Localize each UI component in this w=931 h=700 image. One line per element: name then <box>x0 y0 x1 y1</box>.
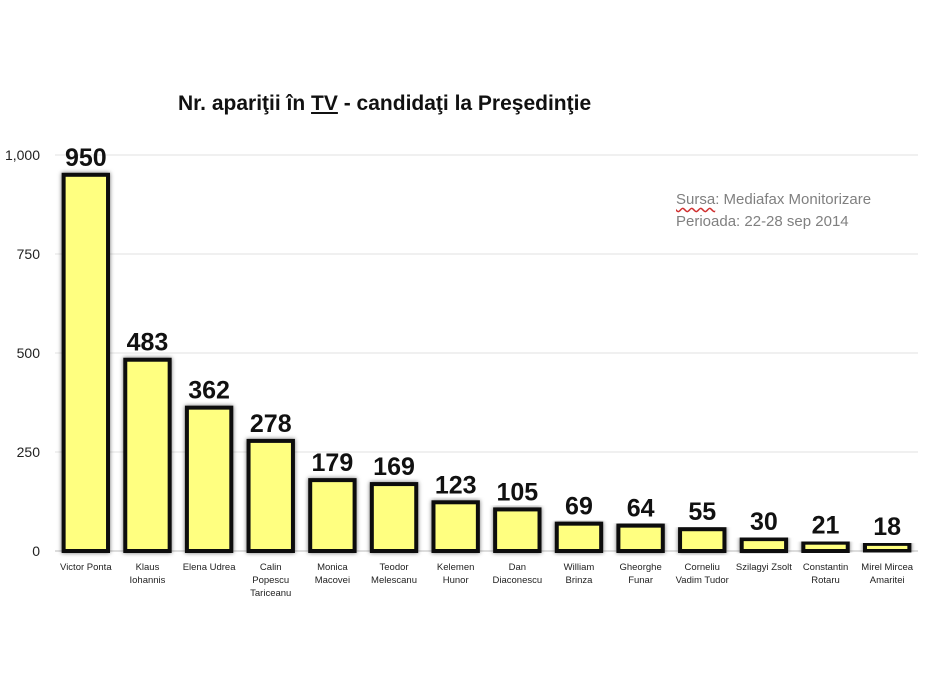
x-tick-label-line: Brinza <box>565 575 593 586</box>
value-label: 30 <box>750 508 778 536</box>
x-tick-label-line: Gheorghe <box>619 562 661 573</box>
x-tick-label: Kelemen Hunor <box>437 562 475 586</box>
source-label: Sursa <box>676 191 716 208</box>
bar <box>616 523 665 554</box>
x-tick-label-line: Rotaru <box>811 575 840 586</box>
bar <box>431 500 480 553</box>
x-tick-label: Monica Macovei <box>315 562 350 586</box>
x-tick-label: Elena Udrea <box>183 562 237 573</box>
x-tick-label-line: Popescu <box>252 575 289 586</box>
x-tick-label-line: Monica <box>317 562 348 573</box>
bar <box>61 172 111 554</box>
x-tick-label-line: Melescanu <box>371 575 417 586</box>
y-tick-label: 1,000 <box>5 147 40 163</box>
value-label: 69 <box>565 493 593 521</box>
source-line: Sursa: Mediafax Monitorizare <box>676 189 871 211</box>
value-label: 18 <box>873 513 901 541</box>
x-tick-label-line: Iohannis <box>130 575 166 586</box>
x-tick-label-line: Teodor <box>380 562 409 573</box>
x-axis-labels: Victor Ponta Klaus Iohannis Elena Udrea Cali… <box>60 562 914 599</box>
y-tick-label: 0 <box>32 543 40 559</box>
bar <box>739 537 789 553</box>
value-label: 21 <box>812 512 840 540</box>
x-tick-label-line: Macovei <box>315 575 350 586</box>
x-tick-label: Teodor Melescanu <box>371 562 417 586</box>
x-tick-label-line: Vadim Tudor <box>676 575 729 586</box>
x-tick-label-line: Amaritei <box>870 575 905 586</box>
x-tick-label-line: Mirel Mircea <box>861 562 913 573</box>
x-tick-label: Szilagyi Zsolt <box>736 562 792 573</box>
x-tick-label: William Brinza <box>564 562 595 586</box>
x-tick-label-line: Dan <box>509 562 526 573</box>
x-tick-label-line: Hunor <box>443 575 469 586</box>
y-tick-label: 250 <box>17 444 41 460</box>
title-part-tv: TV <box>311 92 338 115</box>
value-label: 64 <box>627 495 655 523</box>
x-tick-label: Victor Ponta <box>60 562 112 573</box>
period-line: Perioada: 22-28 sep 2014 <box>676 213 849 230</box>
x-tick-label: Constantin Rotaru <box>803 562 848 586</box>
x-tick-label-line: William <box>564 562 595 573</box>
bar <box>862 541 912 554</box>
value-label: 123 <box>435 471 477 499</box>
x-tick-label: Dan Diaconescu <box>493 562 543 586</box>
bar <box>493 507 542 554</box>
x-tick-label: Calin Popescu Tariceanu <box>250 562 291 599</box>
y-tick-label: 500 <box>17 345 41 361</box>
x-tick-label-line: Elena Udrea <box>183 562 237 573</box>
bar <box>554 521 604 554</box>
bars <box>61 172 912 554</box>
bar <box>678 527 727 553</box>
x-tick-label-line: Victor Ponta <box>60 562 112 573</box>
source-note: Sursa: Mediafax Monitorizare Perioada: 2… <box>676 189 871 233</box>
x-tick-label-line: Calin <box>260 562 282 573</box>
value-labels: 950 483 362 278 179 169 123 105 69 64 55 30 21 18 <box>65 144 901 541</box>
x-tick-label: Gheorghe Funar <box>619 562 661 586</box>
x-tick-label: Mirel Mircea Amaritei <box>861 562 913 586</box>
bar <box>801 540 850 554</box>
bar <box>369 482 419 553</box>
x-tick-label-line: Funar <box>628 575 653 586</box>
x-tick-label-line: Diaconescu <box>493 575 543 586</box>
bar <box>184 405 234 554</box>
bar <box>123 357 172 553</box>
x-tick-label-line: Szilagyi Zsolt <box>736 562 792 573</box>
y-tick-label: 750 <box>17 246 41 262</box>
source-value: : Mediafax Monitorizare <box>715 191 872 208</box>
title-part-1: Nr. apariţii în <box>178 92 312 115</box>
x-tick-label-line: Klaus <box>136 562 160 573</box>
value-label: 278 <box>250 410 292 438</box>
title-part-2: - candidaţi la Preşedinţie <box>337 92 592 115</box>
value-label: 362 <box>188 377 230 405</box>
value-label: 179 <box>312 449 354 477</box>
bar <box>246 438 295 553</box>
value-label: 105 <box>496 478 538 506</box>
x-tick-label-line: Corneliu <box>685 562 720 573</box>
bar <box>308 478 357 553</box>
x-tick-label: Klaus Iohannis <box>130 562 166 586</box>
value-label: 483 <box>127 329 169 357</box>
x-tick-label-line: Constantin <box>803 562 848 573</box>
x-tick-label-line: Kelemen <box>437 562 475 573</box>
value-label: 169 <box>373 453 415 481</box>
chart-title: Nr. apariţii în TV - candidaţi la Preşed… <box>178 92 591 116</box>
y-axis-ticks: 0 250 500 750 1,000 <box>5 147 40 559</box>
x-tick-label-line: Tariceanu <box>250 588 291 599</box>
value-label: 950 <box>65 144 107 172</box>
value-label: 55 <box>688 498 716 526</box>
x-tick-label: Corneliu Vadim Tudor <box>676 562 729 586</box>
